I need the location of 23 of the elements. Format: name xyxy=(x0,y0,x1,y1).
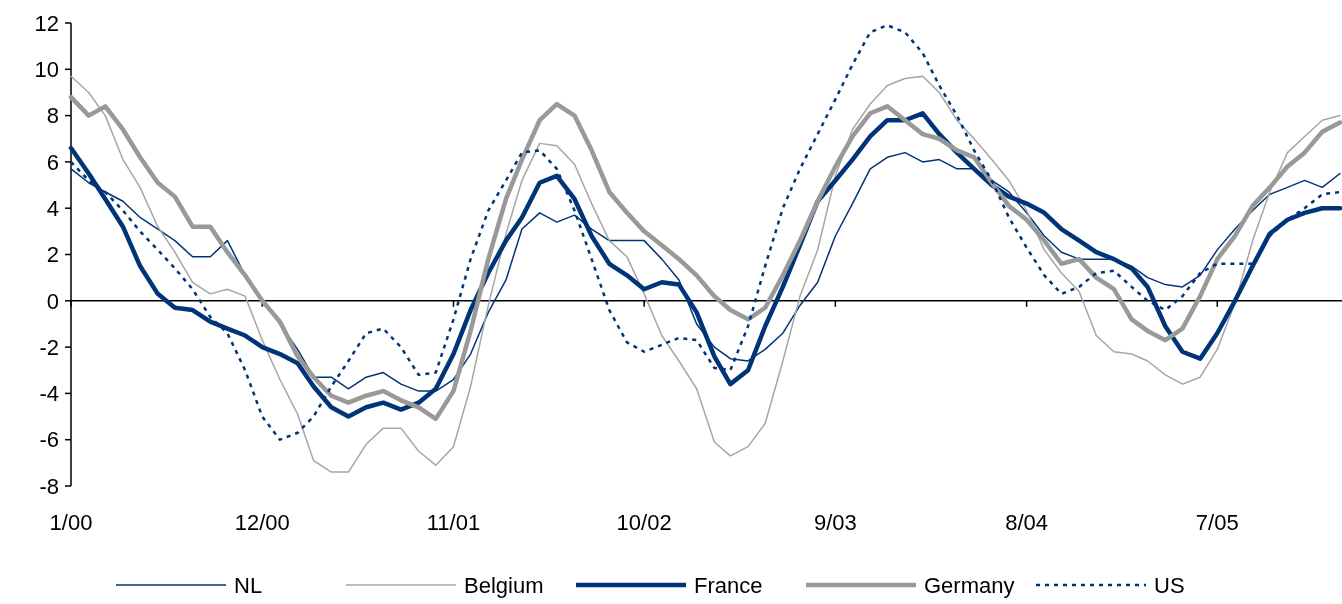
y-tick-label: -2 xyxy=(39,334,59,360)
y-tick-label: 4 xyxy=(46,195,59,221)
y-tick-label: 10 xyxy=(34,57,59,82)
y-tick-label: -6 xyxy=(39,427,59,453)
legend-label: Belgium xyxy=(464,572,544,598)
legend-label: Germany xyxy=(924,572,1015,598)
legend-label: US xyxy=(1154,572,1185,598)
x-tick-label: 11/01 xyxy=(426,510,481,535)
legend-label: NL xyxy=(234,572,263,598)
y-tick-label: -8 xyxy=(39,473,59,499)
x-tick-label: 9/03 xyxy=(813,510,857,535)
x-tick-label: 8/04 xyxy=(1005,510,1049,535)
legend-label: France xyxy=(694,572,763,598)
y-tick-label: 2 xyxy=(46,242,59,268)
x-tick-label: 10/02 xyxy=(616,510,672,535)
y-tick-label: 8 xyxy=(46,103,59,129)
x-tick-label: 1/00 xyxy=(49,510,93,535)
y-tick-label: 6 xyxy=(46,149,59,175)
y-tick-label: 12 xyxy=(34,10,59,36)
y-tick-label: 0 xyxy=(46,288,59,314)
y-tick-label: -4 xyxy=(39,381,59,407)
x-tick-label: 7/05 xyxy=(1195,510,1239,535)
x-tick-label: 12/00 xyxy=(234,510,290,535)
